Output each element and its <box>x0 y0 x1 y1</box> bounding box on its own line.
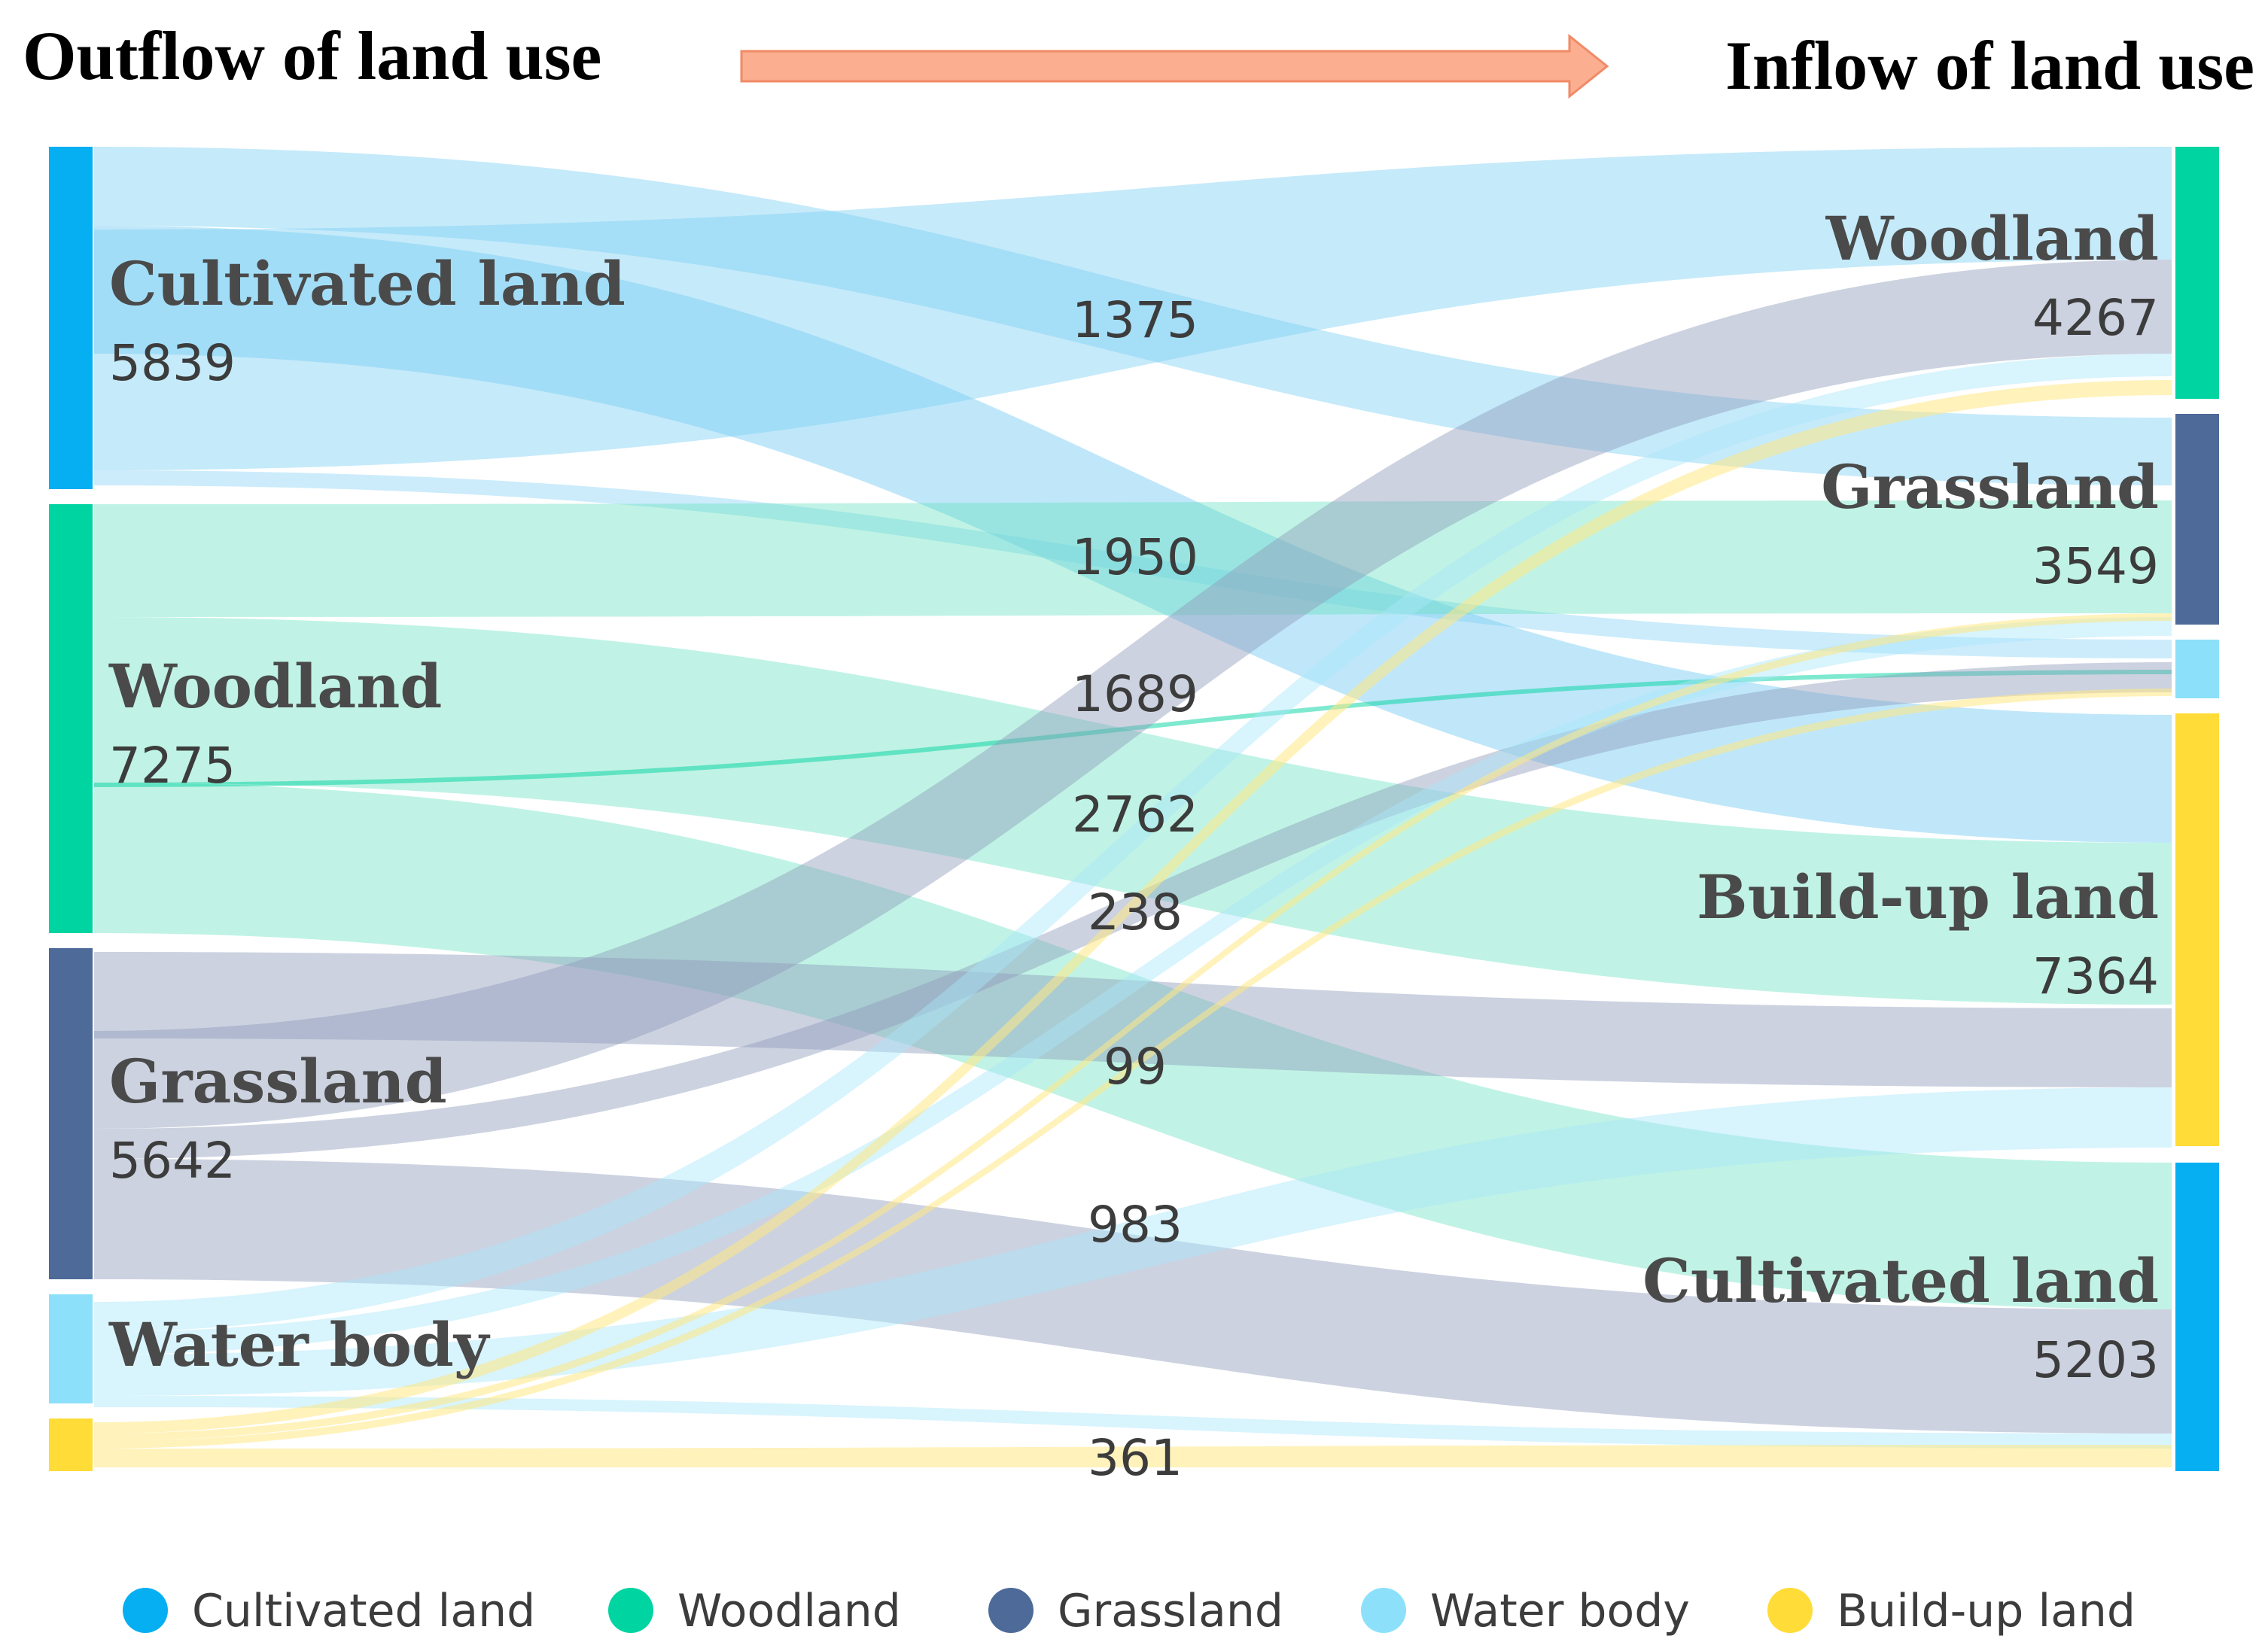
target-node-cultivated[interactable] <box>2175 1163 2219 1471</box>
target-label-cultivated: Cultivated land <box>1642 1245 2159 1316</box>
flow-label: 1950 <box>1072 528 1198 586</box>
legend-item-woodland[interactable]: Woodland <box>608 1585 901 1637</box>
circle-icon <box>1767 1588 1813 1633</box>
target-label-woodland: Woodland <box>1825 203 2159 274</box>
legend-item-water[interactable]: Water body <box>1361 1585 1690 1637</box>
flow-grassland-buildup <box>94 952 2172 1087</box>
flow-cultivated-grassland <box>94 147 2172 485</box>
source-value-grassland: 5642 <box>109 1132 236 1190</box>
target-value-buildup: 7364 <box>2032 947 2159 1005</box>
flow-woodland-grassland <box>94 500 2172 617</box>
target-value-grassland: 3549 <box>2032 537 2159 595</box>
flow-label: 2762 <box>1072 786 1198 844</box>
target-label-grassland: Grassland <box>1821 452 2159 522</box>
target-node-grassland[interactable] <box>2175 414 2219 625</box>
flow-label: 1375 <box>1072 291 1198 349</box>
source-node-grassland[interactable] <box>49 948 93 1279</box>
flow-label: 983 <box>1088 1196 1183 1254</box>
legend-item-grassland[interactable]: Grassland <box>988 1585 1283 1637</box>
legend: Cultivated land Woodland Grassland Water… <box>123 1585 2136 1637</box>
direction-arrow-icon <box>740 33 1609 99</box>
source-node-cultivated[interactable] <box>49 147 93 489</box>
target-node-woodland[interactable] <box>2175 147 2219 399</box>
legend-label: Grassland <box>1058 1585 1283 1637</box>
circle-icon <box>608 1588 653 1633</box>
flow-label: 238 <box>1088 883 1183 941</box>
legend-label: Woodland <box>677 1585 901 1637</box>
circle-icon <box>123 1588 168 1633</box>
flow-label: 361 <box>1088 1429 1183 1487</box>
legend-item-cultivated[interactable]: Cultivated land <box>123 1585 535 1637</box>
target-label-buildup: Build-up land <box>1697 862 2159 932</box>
legend-label: Cultivated land <box>192 1585 535 1637</box>
inflow-title: Inflow of land use <box>1725 27 2254 104</box>
source-label-woodland: Woodland <box>108 651 442 722</box>
flow-woodland-cultivated <box>94 783 2172 1309</box>
flow-buildup-cultivated <box>94 1445 2172 1467</box>
circle-icon <box>1361 1588 1406 1633</box>
source-node-buildup[interactable] <box>49 1418 93 1471</box>
target-node-water[interactable] <box>2175 640 2219 698</box>
flow-grassland-cultivated <box>94 1159 2172 1434</box>
legend-item-buildup[interactable]: Build-up land <box>1767 1585 2136 1637</box>
source-label-grassland: Grassland <box>109 1046 447 1117</box>
source-node-water[interactable] <box>49 1294 93 1403</box>
source-label-cultivated: Cultivated land <box>109 248 626 319</box>
source-value-cultivated: 5839 <box>109 334 236 392</box>
target-value-cultivated: 5203 <box>2032 1331 2159 1389</box>
flow-woodland-buildup <box>94 617 2172 1005</box>
circle-icon <box>988 1588 1034 1633</box>
source-node-woodland[interactable] <box>49 504 93 933</box>
flow-buildup-woodland <box>94 380 2172 1434</box>
flow-label: 1689 <box>1072 665 1198 723</box>
flow-cultivated-buildup <box>94 226 2172 843</box>
outflow-title: Outflow of land use <box>23 17 601 94</box>
flow-label: 99 <box>1104 1038 1167 1096</box>
legend-label: Build-up land <box>1837 1585 2136 1637</box>
flows <box>94 147 2172 1467</box>
legend-label: Water body <box>1430 1585 1690 1637</box>
flow-grassland-woodland <box>94 260 2172 1129</box>
target-value-woodland: 4267 <box>2032 289 2159 347</box>
flow-water-woodland <box>94 354 2172 1332</box>
target-node-buildup[interactable] <box>2175 713 2219 1146</box>
source-label-water: Water body <box>108 1309 491 1380</box>
source-value-woodland: 7275 <box>109 737 236 795</box>
flow-water-buildup <box>94 1087 2172 1396</box>
